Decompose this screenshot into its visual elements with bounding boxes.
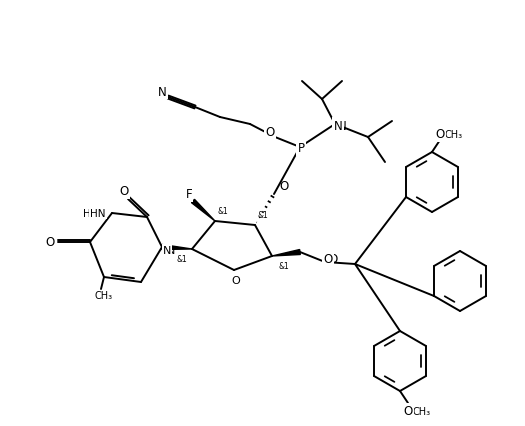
Text: N: N xyxy=(333,119,342,132)
Text: N: N xyxy=(163,245,171,256)
Text: O: O xyxy=(232,275,240,285)
Polygon shape xyxy=(162,245,192,250)
Text: P: P xyxy=(298,142,304,155)
Text: CH₃: CH₃ xyxy=(445,130,463,140)
Text: O: O xyxy=(403,405,413,417)
Text: HN: HN xyxy=(90,208,106,219)
Text: N: N xyxy=(158,85,166,98)
Text: N: N xyxy=(158,85,166,98)
Text: CH₃: CH₃ xyxy=(413,406,431,416)
Text: &1: &1 xyxy=(258,211,268,220)
Text: O: O xyxy=(328,253,337,266)
Text: N: N xyxy=(167,245,175,256)
Text: O: O xyxy=(45,236,55,249)
Text: F: F xyxy=(186,188,192,201)
Text: &1: &1 xyxy=(279,262,289,271)
Text: O: O xyxy=(265,126,275,139)
Text: &1: &1 xyxy=(176,255,187,264)
Text: O: O xyxy=(435,128,445,141)
Text: O: O xyxy=(119,185,129,198)
Text: O: O xyxy=(265,126,275,139)
Text: P: P xyxy=(298,142,304,155)
Text: O: O xyxy=(403,405,413,417)
Polygon shape xyxy=(192,200,215,222)
Text: N: N xyxy=(338,119,347,132)
Text: O: O xyxy=(323,253,333,266)
Text: &1: &1 xyxy=(218,207,228,216)
Text: O: O xyxy=(279,180,288,193)
Text: F: F xyxy=(186,188,192,201)
Text: O: O xyxy=(232,275,240,285)
Text: O: O xyxy=(119,185,129,198)
Text: O: O xyxy=(435,128,445,141)
Polygon shape xyxy=(272,250,300,256)
Text: CH₃: CH₃ xyxy=(95,290,113,300)
Text: O: O xyxy=(45,236,55,249)
Text: HN: HN xyxy=(82,208,98,219)
